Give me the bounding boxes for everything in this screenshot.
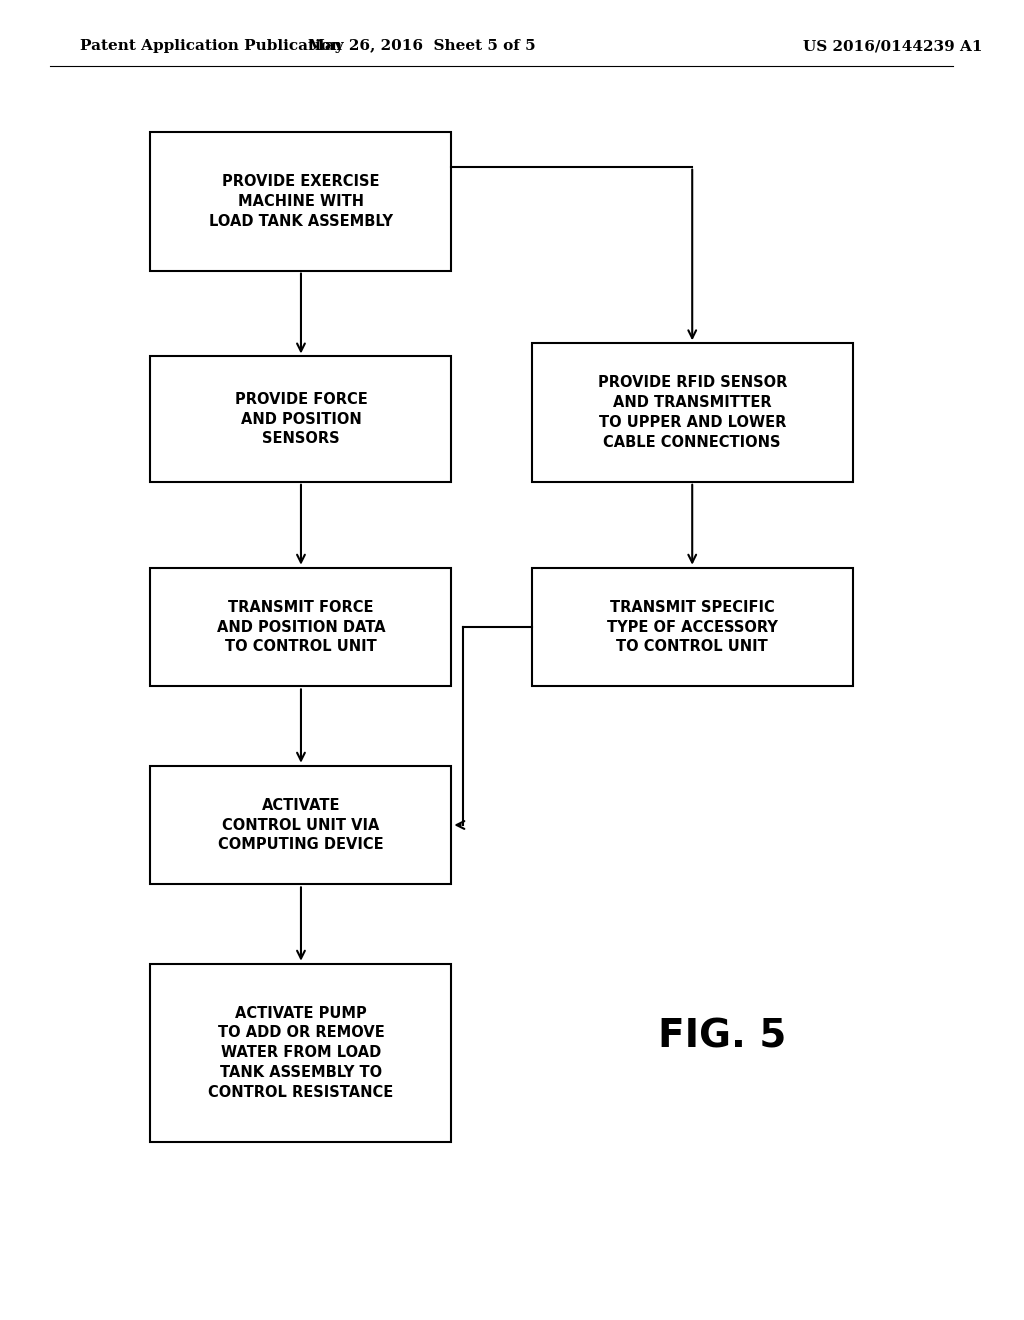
Text: Patent Application Publication: Patent Application Publication <box>80 40 342 53</box>
Text: ACTIVATE
CONTROL UNIT VIA
COMPUTING DEVICE: ACTIVATE CONTROL UNIT VIA COMPUTING DEVI… <box>218 797 384 853</box>
Text: TRANSMIT FORCE
AND POSITION DATA
TO CONTROL UNIT: TRANSMIT FORCE AND POSITION DATA TO CONT… <box>217 599 385 655</box>
Text: PROVIDE EXERCISE
MACHINE WITH
LOAD TANK ASSEMBLY: PROVIDE EXERCISE MACHINE WITH LOAD TANK … <box>209 174 393 228</box>
Text: US 2016/0144239 A1: US 2016/0144239 A1 <box>803 40 982 53</box>
Text: PROVIDE RFID SENSOR
AND TRANSMITTER
TO UPPER AND LOWER
CABLE CONNECTIONS: PROVIDE RFID SENSOR AND TRANSMITTER TO U… <box>598 375 786 450</box>
FancyBboxPatch shape <box>151 766 452 884</box>
Text: PROVIDE FORCE
AND POSITION
SENSORS: PROVIDE FORCE AND POSITION SENSORS <box>234 392 368 446</box>
FancyBboxPatch shape <box>531 343 853 482</box>
FancyBboxPatch shape <box>151 964 452 1142</box>
Text: ACTIVATE PUMP
TO ADD OR REMOVE
WATER FROM LOAD
TANK ASSEMBLY TO
CONTROL RESISTAN: ACTIVATE PUMP TO ADD OR REMOVE WATER FRO… <box>208 1006 393 1100</box>
Text: May 26, 2016  Sheet 5 of 5: May 26, 2016 Sheet 5 of 5 <box>307 40 536 53</box>
Text: TRANSMIT SPECIFIC
TYPE OF ACCESSORY
TO CONTROL UNIT: TRANSMIT SPECIFIC TYPE OF ACCESSORY TO C… <box>607 599 777 655</box>
FancyBboxPatch shape <box>151 568 452 686</box>
FancyBboxPatch shape <box>151 356 452 482</box>
FancyBboxPatch shape <box>531 568 853 686</box>
Text: FIG. 5: FIG. 5 <box>658 1018 786 1055</box>
FancyBboxPatch shape <box>151 132 452 271</box>
